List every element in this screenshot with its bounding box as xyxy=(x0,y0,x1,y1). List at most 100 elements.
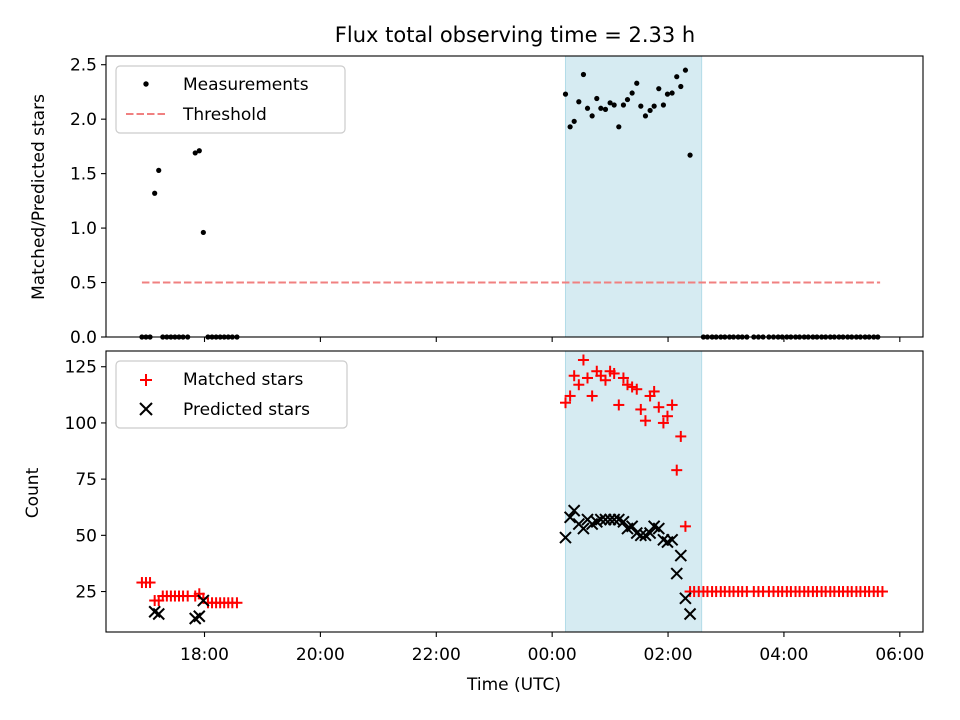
predicted-stars-series xyxy=(148,504,697,625)
bottom-legend-frame xyxy=(115,360,348,429)
predicted-star-point xyxy=(607,513,621,526)
x-tick-label: 22:00 xyxy=(412,645,461,665)
predicted-star-point xyxy=(665,533,679,547)
matched-star-point xyxy=(648,385,660,397)
bottom-legend: Matched stars Predicted stars xyxy=(115,360,348,429)
measurement-point xyxy=(156,167,162,173)
measurement-point xyxy=(656,86,662,92)
measurement-point xyxy=(660,102,667,108)
x-tick-label: 06:00 xyxy=(875,645,924,665)
predicted-star-point xyxy=(643,526,657,540)
matched-star-point xyxy=(599,374,611,386)
matched-star-point xyxy=(586,390,598,402)
predicted-star-point xyxy=(674,549,688,562)
measurement-point xyxy=(674,74,680,80)
bottom-y-tick-label: 75 xyxy=(75,470,97,490)
matched-star-point xyxy=(876,586,888,598)
bottom-window-shade xyxy=(564,350,703,633)
legend-predicted-label: Predicted stars xyxy=(183,400,310,420)
matched-star-point xyxy=(679,520,691,532)
legend-measurements-label: Measurements xyxy=(183,75,309,95)
matched-star-point xyxy=(144,577,156,589)
measurement-point xyxy=(562,91,569,97)
measurement-point xyxy=(200,229,206,236)
bottom-y-tick-label: 50 xyxy=(75,526,97,546)
top-y-tick-label: 1.0 xyxy=(70,219,97,239)
measurement-point xyxy=(611,102,617,108)
measurement-point xyxy=(629,90,635,96)
matched-star-point xyxy=(653,401,665,413)
matched-star-point xyxy=(631,383,643,395)
bottom-axes-frame xyxy=(105,350,924,633)
top-x-ticks xyxy=(203,337,901,342)
bottom-y-axis-label: Count xyxy=(23,467,43,518)
predicted-star-point xyxy=(193,610,206,623)
legend-matched-label: Matched stars xyxy=(183,370,303,390)
predicted-star-point xyxy=(617,515,630,529)
measurement-point xyxy=(682,67,689,73)
x-tick-label: 04:00 xyxy=(759,645,808,665)
matched-star-point xyxy=(671,464,683,476)
top-y-tick-label: 2.5 xyxy=(70,56,97,76)
predicted-star-point xyxy=(563,511,577,524)
measurement-point xyxy=(196,148,202,154)
measurement-point xyxy=(571,118,577,124)
bottom-y-tick-label: 125 xyxy=(65,358,97,378)
legend-threshold-label: Threshold xyxy=(182,105,267,125)
matched-star-point xyxy=(635,403,647,415)
predicted-star-point xyxy=(679,592,692,605)
matched-star-point xyxy=(639,415,651,427)
matched-star-point xyxy=(617,372,629,384)
matched-stars-series xyxy=(136,354,888,609)
measurement-point xyxy=(620,102,627,108)
x-tick-label: 20:00 xyxy=(296,645,345,665)
top-panel: 0.0 0.5 1.0 1.5 2.0 2.5 Matched/Predicted sta… xyxy=(29,55,924,348)
top-legend: Measurements Threshold xyxy=(115,65,346,134)
legend-predicted-marker xyxy=(139,402,153,416)
measurement-point xyxy=(580,71,587,78)
bottom-y-tick-label: 25 xyxy=(75,583,97,603)
measurement-point xyxy=(642,113,649,119)
predicted-star-point xyxy=(670,567,683,580)
measurement-point xyxy=(687,152,693,158)
top-y-tick-label: 0.0 xyxy=(70,328,97,348)
measurement-point xyxy=(598,105,604,111)
matched-star-point xyxy=(573,379,585,391)
predicted-star-point xyxy=(567,504,581,517)
predicted-star-point xyxy=(197,594,210,607)
matched-star-point xyxy=(577,354,589,366)
measurement-point xyxy=(607,100,613,106)
matched-star-point xyxy=(613,399,625,411)
predicted-star-point xyxy=(594,513,608,526)
chart-title: Flux total observing time = 2.33 h xyxy=(335,23,695,47)
measurement-point xyxy=(634,80,640,86)
bottom-y-tick-label: 100 xyxy=(65,414,97,434)
matched-star-point xyxy=(666,399,678,411)
matched-star-point xyxy=(675,430,687,442)
predicted-star-point xyxy=(634,529,648,542)
top-y-axis-label: Matched/Predicted stars xyxy=(29,94,49,300)
x-axis-label: Time (UTC) xyxy=(466,675,561,695)
measurement-point xyxy=(576,99,582,105)
matched-star-point xyxy=(564,390,576,402)
bottom-x-ticks: 18:00 20:00 22:00 00:00 02:00 04:00 06:00 xyxy=(180,632,924,665)
matched-star-point xyxy=(608,367,620,379)
measurement-point xyxy=(567,124,573,130)
top-y-tick-label: 1.5 xyxy=(70,165,97,185)
predicted-star-point xyxy=(577,522,590,535)
measurement-point xyxy=(192,150,198,156)
measurement-point xyxy=(664,91,671,97)
measurement-point xyxy=(638,103,644,109)
legend-matched-marker xyxy=(140,374,152,386)
measurement-point xyxy=(152,190,158,196)
matched-star-point xyxy=(661,410,673,422)
top-axes-frame xyxy=(105,55,924,338)
predicted-star-point xyxy=(683,607,697,621)
top-y-ticks: 0.0 0.5 1.0 1.5 2.0 2.5 xyxy=(70,56,106,348)
top-y-tick-label: 2.0 xyxy=(70,110,97,130)
legend-measurements-marker xyxy=(143,81,149,87)
measurement-point xyxy=(669,90,675,96)
measurement-point xyxy=(678,83,684,90)
top-y-tick-label: 0.5 xyxy=(70,274,97,294)
